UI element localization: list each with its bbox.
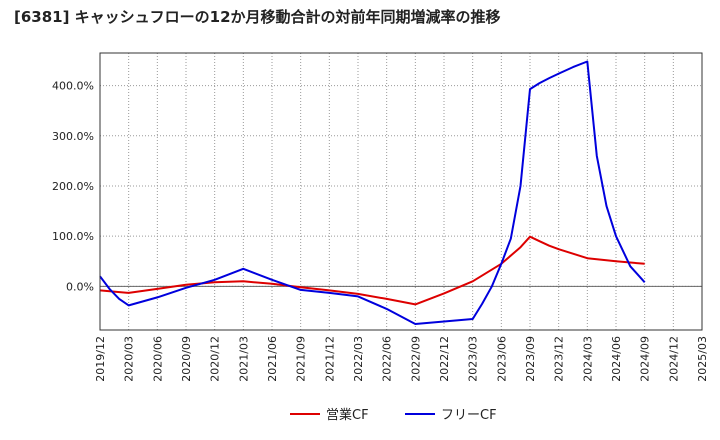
- x-tick-label: 2021/06: [266, 336, 279, 382]
- x-tick-label: 2024/12: [667, 336, 680, 382]
- series-line-0: [99, 235, 645, 306]
- x-tick-label: 2021/12: [323, 336, 336, 382]
- x-tick-label: 2024/03: [581, 336, 594, 382]
- y-tick-label: 400.0%: [52, 80, 94, 93]
- x-tick-label: 2022/06: [381, 336, 394, 382]
- y-tick-label: 300.0%: [52, 130, 94, 143]
- grid: [99, 53, 703, 330]
- x-tick-label: 2023/12: [553, 336, 566, 382]
- x-tick-label: 2019/12: [94, 336, 107, 382]
- x-tick-label: 2022/03: [352, 336, 365, 382]
- series-line-1: [99, 60, 646, 325]
- y-axis: 0.0% 100.0% 200.0% 300.0% 400.0%: [52, 80, 94, 294]
- x-tick-label: 2021/09: [295, 336, 308, 382]
- x-tick-label: 2023/09: [524, 336, 537, 382]
- x-tick-label: 2020/09: [180, 336, 193, 382]
- y-tick-label: 200.0%: [52, 180, 94, 193]
- legend-label-1: フリーCF: [441, 408, 497, 423]
- x-tick-label: 2020/06: [151, 336, 164, 382]
- x-tick-label: 2020/12: [209, 336, 222, 382]
- series-layer: [99, 60, 646, 325]
- x-tick-label: 2024/09: [639, 336, 652, 382]
- x-tick-label: 2022/12: [438, 336, 451, 382]
- x-tick-label: 2023/03: [467, 336, 480, 382]
- x-tick-label: 2025/03: [696, 336, 709, 382]
- x-tick-label: 2024/06: [610, 336, 623, 382]
- x-tick-label: 2023/06: [495, 336, 508, 382]
- y-tick-label: 0.0%: [66, 280, 94, 293]
- x-tick-label: 2021/03: [237, 336, 250, 382]
- legend: 営業CF フリーCF: [290, 407, 497, 423]
- x-axis: 2019/12 2020/03 2020/06 2020/09 2020/12 2021/…: [94, 336, 709, 382]
- x-tick-label: 2022/09: [409, 336, 422, 382]
- legend-label-0: 営業CF: [326, 407, 369, 423]
- chart-title: [6381] キャッシュフローの12か月移動合計の対前年同期増減率の推移: [14, 8, 501, 26]
- plot-frame: [99, 52, 703, 331]
- x-tick-label: 2020/03: [123, 336, 136, 382]
- y-tick-label: 100.0%: [52, 230, 94, 243]
